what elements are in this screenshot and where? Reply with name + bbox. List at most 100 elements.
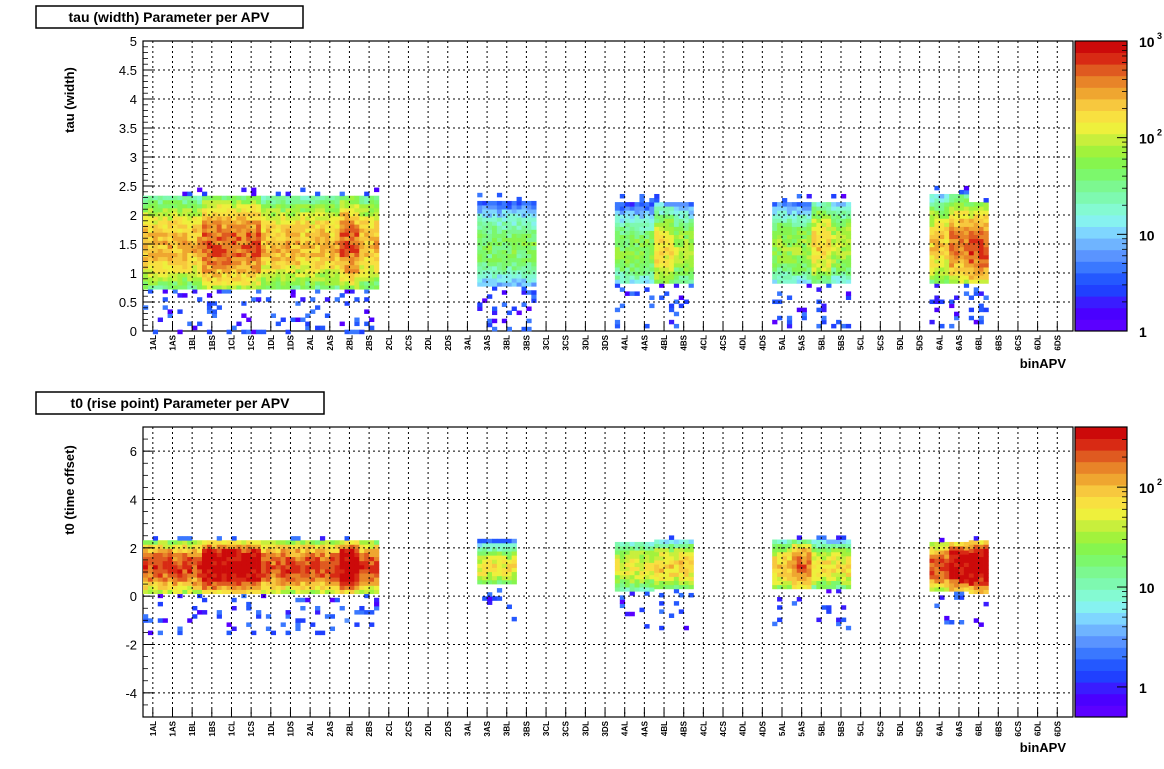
heatmap-cell xyxy=(786,543,793,549)
heatmap-cell xyxy=(300,244,306,249)
heatmap-cell xyxy=(614,246,621,252)
heatmap-cell xyxy=(310,544,316,549)
heatmap-cell xyxy=(845,295,852,300)
heatmap-cell xyxy=(949,570,955,576)
heatmap-cell xyxy=(782,226,788,231)
heatmap-cell xyxy=(354,560,360,566)
heatmap-cell xyxy=(305,548,311,553)
heatmap-cell xyxy=(339,556,345,562)
heatmap-cell xyxy=(934,254,940,260)
heatmap-cell xyxy=(339,573,345,578)
heatmap-cell xyxy=(649,550,655,555)
heatmap-cell xyxy=(147,216,154,221)
heatmap-cell xyxy=(364,256,370,262)
heatmap-cell xyxy=(192,256,198,262)
heatmap-cell xyxy=(845,210,852,215)
heatmap-cell xyxy=(801,246,807,252)
heatmap-cell xyxy=(216,573,222,578)
heatmap-cell xyxy=(801,580,807,586)
heatmap-cell xyxy=(511,551,517,556)
colorbar-segment xyxy=(1075,496,1127,509)
heatmap-cell xyxy=(280,589,286,595)
heatmap-cell xyxy=(526,209,532,214)
heatmap-cell xyxy=(944,254,950,260)
heatmap-cell xyxy=(270,564,277,570)
heatmap-cell xyxy=(496,588,503,593)
heatmap-cell xyxy=(973,222,979,227)
heatmap-cell xyxy=(614,218,621,223)
heatmap-cell xyxy=(172,240,178,245)
heatmap-cell xyxy=(511,200,517,206)
heatmap-cell xyxy=(206,232,213,237)
heatmap-cell xyxy=(477,233,483,238)
heatmap-cell xyxy=(305,573,311,578)
heatmap-cell xyxy=(270,252,277,258)
heatmap-cell xyxy=(968,577,975,582)
colorbar-segment xyxy=(1075,52,1127,65)
heatmap-cell xyxy=(241,301,247,306)
heatmap-cell xyxy=(152,560,159,566)
heatmap-cell xyxy=(319,630,326,636)
heatmap-cell xyxy=(344,329,350,335)
heatmap-cell xyxy=(664,238,670,244)
heatmap-cell xyxy=(221,540,227,545)
heatmap-cell xyxy=(845,238,852,244)
heatmap-cell xyxy=(265,240,272,245)
heatmap-cell xyxy=(954,193,960,199)
heatmap-cell xyxy=(211,569,218,574)
heatmap-cell xyxy=(487,205,493,210)
colorbar-segment xyxy=(1075,427,1127,439)
heatmap-cell xyxy=(246,264,252,270)
heatmap-cell xyxy=(246,232,252,237)
heatmap-cell xyxy=(634,554,640,559)
heatmap-cell xyxy=(197,187,203,193)
heatmap-cell xyxy=(796,230,802,236)
heatmap-cell xyxy=(305,199,311,205)
heatmap-cell xyxy=(786,564,793,569)
heatmap-cell xyxy=(659,283,665,288)
heatmap-cell xyxy=(221,264,227,270)
heatmap-cell xyxy=(619,214,626,219)
heatmap-cell xyxy=(492,225,498,230)
heatmap-cell xyxy=(152,589,159,595)
heatmap-cell xyxy=(241,276,247,282)
heatmap-cell xyxy=(806,234,812,240)
heatmap-cell xyxy=(354,581,360,586)
heatmap-cell xyxy=(629,258,635,264)
heatmap-cell xyxy=(339,211,345,217)
heatmap-cell xyxy=(251,232,257,237)
heatmap-cell xyxy=(963,250,970,256)
heatmap-cell xyxy=(614,226,621,231)
heatmap-cell xyxy=(482,542,488,548)
heatmap-cell xyxy=(369,199,375,205)
heatmap-cell xyxy=(315,228,321,233)
heatmap-cell xyxy=(246,252,252,258)
heatmap-cell xyxy=(251,276,257,282)
heatmap-cell xyxy=(226,232,232,237)
heatmap-cell xyxy=(836,539,842,545)
heatmap-cell xyxy=(315,211,321,217)
heatmap-cell xyxy=(836,206,842,211)
heatmap-cell xyxy=(206,244,213,249)
heatmap-cell xyxy=(983,307,989,313)
heatmap-cell xyxy=(629,554,635,559)
heatmap-cell xyxy=(668,226,675,231)
heatmap-cell xyxy=(806,218,812,223)
heatmap-cell xyxy=(477,261,483,267)
heatmap-cell xyxy=(811,210,817,215)
heatmap-cell xyxy=(492,306,498,311)
heatmap-cell xyxy=(511,249,517,255)
heatmap-cell xyxy=(300,573,306,578)
heatmap-cell xyxy=(954,562,960,567)
heatmap-cell xyxy=(811,242,817,248)
colorbar-segment xyxy=(1075,508,1127,521)
heatmap-cell xyxy=(221,585,227,590)
heatmap-cell xyxy=(826,555,832,561)
heatmap-cell xyxy=(786,250,793,256)
heatmap-cell xyxy=(285,564,291,570)
colorbar-tick-label: 1 xyxy=(1139,680,1147,696)
heatmap-cell xyxy=(482,567,488,573)
heatmap-cell xyxy=(201,285,208,290)
heatmap-cell xyxy=(334,260,340,266)
heatmap-cell xyxy=(683,279,689,284)
